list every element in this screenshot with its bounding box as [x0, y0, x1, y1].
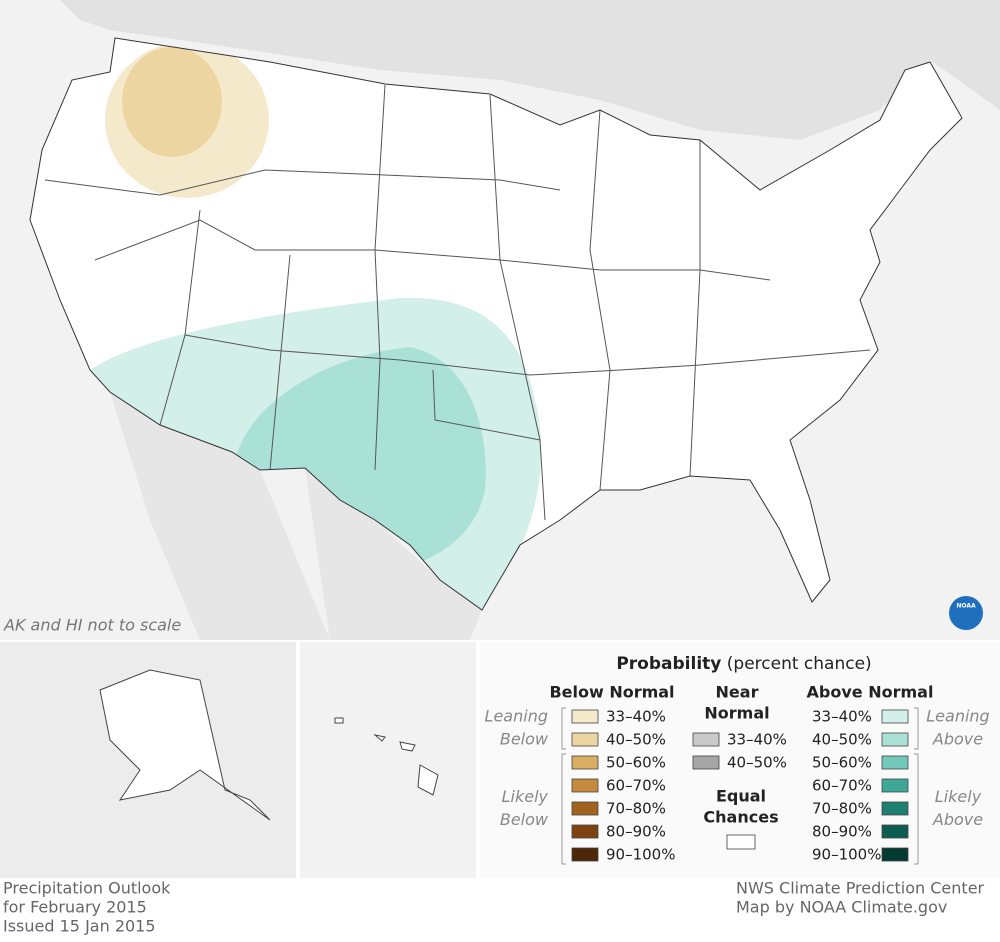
group-bracket	[561, 753, 566, 865]
mexico	[110, 392, 330, 640]
legend-swatch	[571, 778, 599, 793]
footer-left: for February 2015	[3, 898, 147, 917]
legend-label: 60–70%	[812, 777, 872, 795]
group-label: Above	[932, 810, 983, 829]
map-note: AK and HI not to scale	[3, 616, 181, 635]
group-label: Below	[500, 730, 549, 749]
legend-swatch	[881, 755, 909, 770]
group-label: Below	[500, 810, 549, 829]
legend-swatch	[881, 847, 909, 862]
legend-label: 80–90%	[812, 823, 872, 841]
alaska	[99, 669, 271, 821]
group-label: Leaning	[485, 707, 548, 726]
leaning-below-area-2	[122, 47, 222, 157]
legend-label: 40–50%	[727, 754, 787, 772]
legend-label: 40–50%	[812, 731, 872, 749]
legend-swatch	[571, 801, 599, 816]
legend-label: 33–40%	[606, 708, 666, 726]
column-heading: Above Normal	[807, 683, 934, 702]
legend-label: 60–70%	[606, 777, 666, 795]
legend-subtitle: (percent chance)	[727, 654, 872, 674]
legend-label: 50–60%	[606, 754, 666, 772]
group-bracket	[561, 707, 566, 750]
footer-left: Issued 15 Jan 2015	[3, 917, 156, 936]
column-heading: Near	[716, 683, 759, 702]
legend-label: 90–100%	[606, 846, 675, 864]
footer-right: NWS Climate Prediction Center	[736, 879, 985, 898]
group-label: Leaning	[926, 707, 989, 726]
legend-label: 90–100%	[812, 846, 881, 864]
legend-swatch	[571, 847, 599, 862]
legend-label: 33–40%	[812, 708, 872, 726]
hawaii-panel	[300, 642, 476, 878]
legend-swatch	[571, 824, 599, 839]
legend-label: 70–80%	[606, 800, 666, 818]
legend-label: 70–80%	[812, 800, 872, 818]
group-label: Likely	[502, 787, 549, 806]
mexico-east	[305, 468, 482, 640]
legend-swatch	[692, 755, 720, 770]
legend-label: 80–90%	[606, 823, 666, 841]
equal-heading: Chances	[703, 808, 778, 827]
legend-swatch	[692, 732, 720, 747]
legend-swatch	[881, 801, 909, 816]
group-label: Likely	[935, 787, 982, 806]
footer	[0, 878, 1000, 938]
legend-label: 40–50%	[606, 731, 666, 749]
legend-swatch	[571, 732, 599, 747]
hawaii	[334, 717, 439, 796]
legend-swatch	[571, 709, 599, 724]
legend-swatch	[881, 732, 909, 747]
footer-left: Precipitation Outlook	[3, 879, 171, 898]
footer-right: Map by NOAA Climate.gov	[736, 898, 947, 917]
group-bracket	[914, 707, 919, 750]
state-lines	[44, 84, 871, 521]
column-heading: Below Normal	[549, 683, 674, 702]
equal-swatch	[726, 834, 756, 850]
legend-title-main: Probability	[616, 654, 721, 674]
legend-title: Probability (percent chance)	[616, 654, 871, 674]
legend-swatch	[881, 709, 909, 724]
canada	[60, 0, 1000, 140]
noaa-logo-text: NOAA	[956, 603, 976, 610]
equal-heading: Equal	[716, 787, 766, 806]
us-outline	[29, 37, 963, 611]
legend-swatch	[571, 755, 599, 770]
legend-label: 33–40%	[727, 731, 787, 749]
group-bracket	[914, 753, 919, 865]
legend: Below Normal 33–40% 40–50% Leaning Below 50–6…	[485, 683, 990, 865]
column-heading: Normal	[704, 704, 769, 723]
noaa-logo	[949, 596, 983, 630]
legend-label: 50–60%	[812, 754, 872, 772]
legend-swatch	[881, 824, 909, 839]
legend-swatch	[881, 778, 909, 793]
group-label: Above	[932, 730, 983, 749]
